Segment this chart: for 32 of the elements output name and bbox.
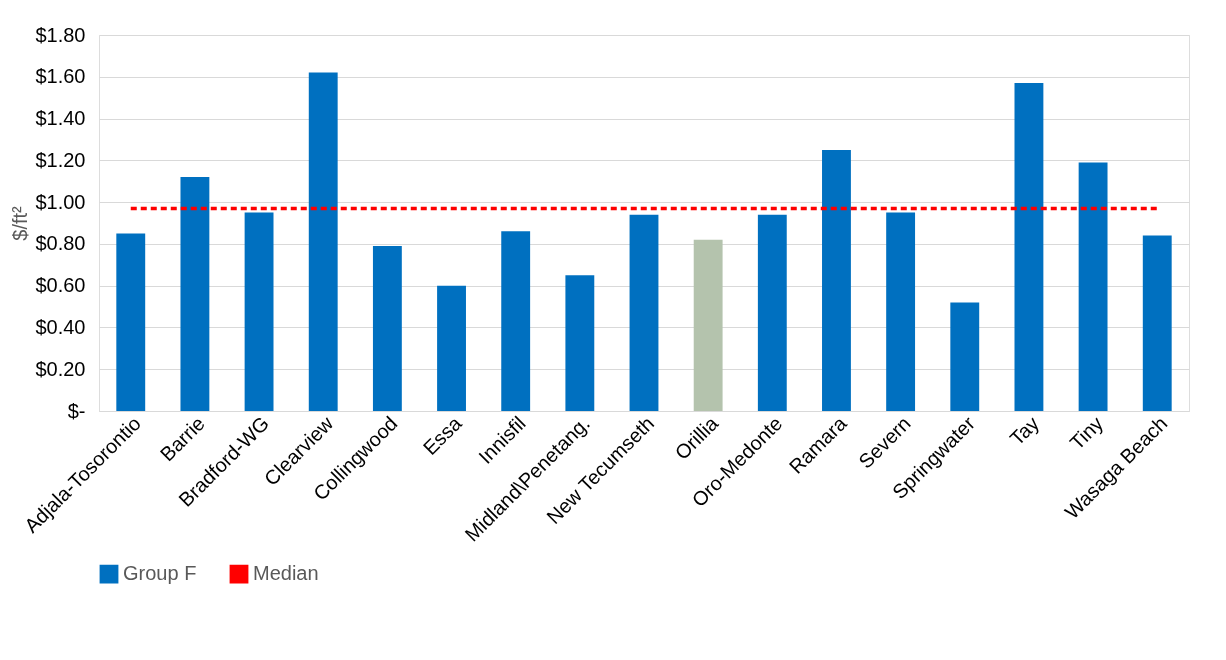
bar: [1078, 162, 1108, 411]
bar: [565, 275, 595, 411]
legend-label: Group F: [123, 562, 197, 585]
bar: [822, 149, 851, 411]
bar: [501, 231, 531, 411]
bar: [886, 212, 916, 411]
y-tick-label: $0.20: [35, 357, 86, 380]
y-tick-label: $-: [67, 399, 86, 422]
bar: [950, 302, 980, 411]
y-axis-title: $/ft²: [9, 205, 32, 241]
y-tick-label: $1.80: [35, 23, 86, 46]
bar: [629, 214, 659, 411]
x-tick-label: Tiny: [1065, 412, 1108, 454]
bar: [244, 212, 274, 411]
y-tick-label: $1.00: [35, 190, 86, 213]
bar: [693, 239, 723, 411]
bar: [372, 245, 402, 411]
y-tick-label: $0.80: [35, 232, 86, 255]
bar: [116, 233, 146, 411]
y-tick-label: $1.20: [35, 148, 86, 171]
y-tick-label: $1.40: [35, 107, 86, 130]
legend-label: Median: [253, 562, 319, 585]
y-tick-label: $0.40: [35, 315, 86, 338]
x-tick-label: Tay: [1005, 412, 1044, 450]
y-tick-label: $1.60: [35, 65, 86, 88]
y-tick-label: $0.60: [35, 274, 86, 297]
bar: [1142, 235, 1172, 411]
bar: [1014, 83, 1044, 411]
bar: [757, 214, 787, 411]
bar: [437, 285, 466, 411]
bar: [308, 72, 338, 411]
bar: [180, 177, 210, 411]
